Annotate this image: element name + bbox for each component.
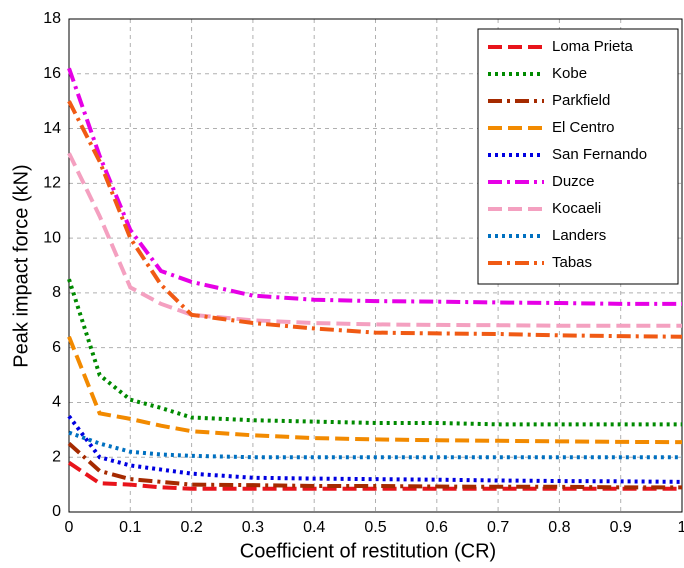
legend-label: Tabas bbox=[552, 254, 592, 271]
y-tick-label: 14 bbox=[43, 120, 61, 137]
series-line bbox=[67, 152, 682, 328]
legend-label: Loma Prieta bbox=[552, 38, 634, 55]
x-tick-label: 1 bbox=[678, 519, 684, 536]
y-tick-label: 0 bbox=[52, 503, 61, 520]
x-tick-label: 0.8 bbox=[548, 519, 570, 536]
y-tick-label: 10 bbox=[43, 229, 61, 246]
x-tick-label: 0.2 bbox=[180, 519, 202, 536]
x-axis-label: Coefficient of restitution (CR) bbox=[240, 540, 496, 562]
y-tick-label: 16 bbox=[43, 65, 61, 82]
y-tick-label: 6 bbox=[52, 339, 61, 356]
x-tick-label: 0.4 bbox=[303, 519, 325, 536]
legend-label: El Centro bbox=[552, 119, 615, 136]
legend-label: Kobe bbox=[552, 65, 587, 82]
series-line bbox=[68, 430, 682, 460]
series-line bbox=[67, 335, 683, 445]
legend-label: Duzce bbox=[552, 173, 595, 190]
x-tick-label: 0.7 bbox=[487, 519, 509, 536]
plot-frame bbox=[68, 18, 683, 513]
legend-label: Landers bbox=[552, 227, 606, 244]
x-tick-label: 0.1 bbox=[119, 519, 141, 536]
series-line bbox=[67, 100, 683, 339]
legend-label: Kocaeli bbox=[552, 200, 601, 217]
legend-label: San Fernando bbox=[552, 146, 647, 163]
x-tick-label: 0.9 bbox=[610, 519, 632, 536]
y-tick-label: 4 bbox=[52, 394, 61, 411]
x-tick-label: 0 bbox=[65, 519, 74, 536]
y-axis-label: Peak impact force (kN) bbox=[10, 164, 32, 367]
x-tick-label: 0.3 bbox=[242, 519, 264, 536]
y-tick-label: 12 bbox=[43, 175, 61, 192]
x-tick-label: 0.5 bbox=[364, 519, 386, 536]
x-tick-label: 0.6 bbox=[426, 519, 448, 536]
legend: Loma Prieta Kobe Parkfield El Centro San Fer… bbox=[477, 28, 679, 285]
series-line bbox=[67, 442, 682, 490]
series-line bbox=[67, 414, 683, 484]
series-line bbox=[67, 67, 682, 306]
series-line bbox=[67, 461, 682, 491]
y-tick-label: 2 bbox=[52, 448, 61, 465]
y-tick-label: 8 bbox=[52, 284, 61, 301]
legend-label: Parkfield bbox=[552, 92, 610, 109]
y-tick-label: 18 bbox=[43, 10, 61, 27]
